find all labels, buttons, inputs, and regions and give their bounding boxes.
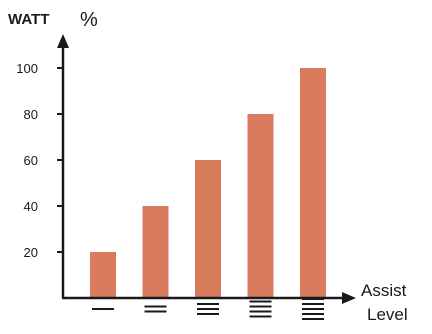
- x-axis-title: Assist Level: [361, 281, 408, 324]
- assist-level-3-icon: [197, 304, 219, 314]
- y-tick-label: 60: [24, 153, 38, 168]
- x-axis-title-line-1: Assist: [361, 281, 407, 300]
- y-tick-label: 100: [16, 61, 38, 76]
- x-axis-arrow-icon: [342, 292, 356, 304]
- y-axis-title-unit: %: [80, 9, 98, 31]
- y-tick-label: 80: [24, 107, 38, 122]
- bars: [90, 68, 326, 298]
- assist-level-4-icon: [250, 302, 272, 317]
- bar: [195, 160, 221, 298]
- y-axis-arrow-icon: [57, 34, 69, 48]
- y-tick-label: 40: [24, 199, 38, 214]
- y-axis-title: WATT %: [8, 9, 98, 31]
- bar: [300, 68, 326, 298]
- bar: [143, 206, 169, 298]
- y-axis-title-word: WATT: [8, 11, 49, 28]
- y-axis-ticks: 20 40 60 80 100: [16, 61, 63, 260]
- bar: [248, 114, 274, 298]
- assist-level-2-icon: [145, 307, 167, 312]
- x-axis-title-line-2: Level: [367, 305, 408, 324]
- y-tick-label: 20: [24, 245, 38, 260]
- bar: [90, 252, 116, 298]
- x-axis-categories: [92, 299, 324, 319]
- assist-level-5-icon: [302, 299, 324, 319]
